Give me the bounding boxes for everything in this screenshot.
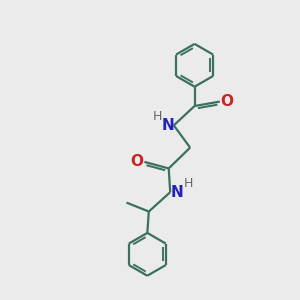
Text: O: O [130,154,143,169]
Text: N: N [170,185,183,200]
Text: N: N [162,118,175,133]
Text: H: H [184,177,193,190]
Text: H: H [153,110,162,123]
Text: O: O [220,94,233,109]
